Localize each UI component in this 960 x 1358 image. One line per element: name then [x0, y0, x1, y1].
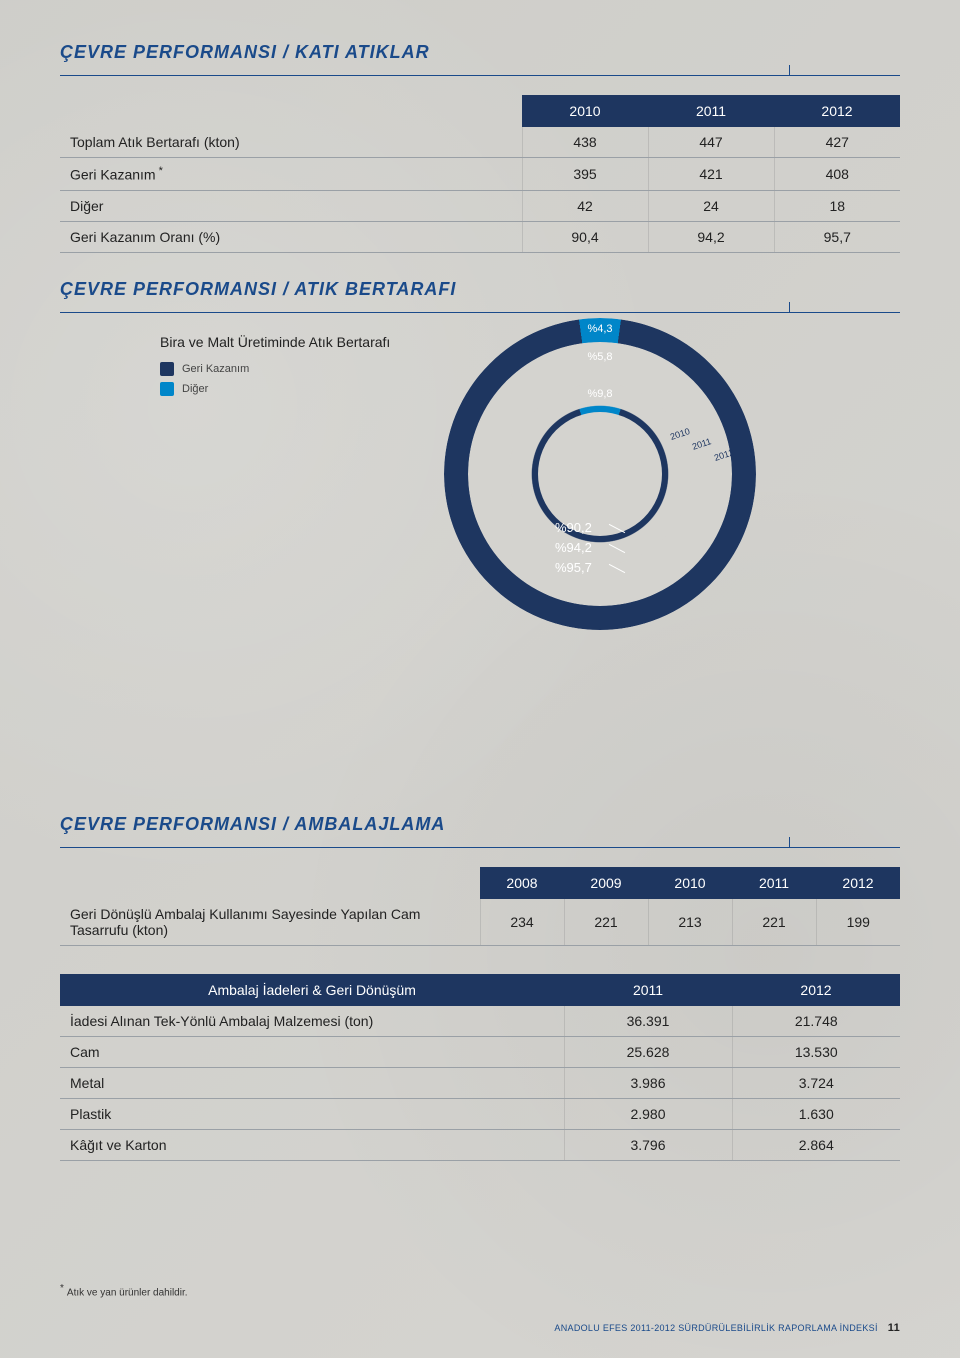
- th-label: Ambalaj İadeleri & Geri Dönüşüm: [60, 974, 564, 1006]
- cell: 395: [522, 158, 648, 191]
- cell: 90,4: [522, 221, 648, 252]
- cell: 3.724: [732, 1067, 900, 1098]
- footnote: *Atık ve yan ürünler dahildir.: [60, 1283, 188, 1298]
- section1-title: ÇEVRE PERFORMANSI / KATI ATIKLAR: [60, 42, 900, 63]
- row-label: Geri Kazanım Oranı (%): [60, 221, 522, 252]
- table-row: Plastik2.9801.630: [60, 1098, 900, 1129]
- cell: 408: [774, 158, 900, 191]
- chart-legend-title: Bira ve Malt Üretiminde Atık Bertarafı: [160, 334, 420, 350]
- cell: 447: [648, 127, 774, 158]
- table-row: Geri Kazanım *395421408: [60, 158, 900, 191]
- row-label: Geri Kazanım *: [60, 158, 522, 191]
- slice-label-top: %4,3: [587, 323, 612, 335]
- th-year: 2008: [480, 867, 564, 899]
- table-ambalaj-b: Ambalaj İadeleri & Geri Dönüşüm 2011 201…: [60, 974, 900, 1161]
- cell: 3.986: [564, 1067, 732, 1098]
- cell: 213: [648, 899, 732, 946]
- row-label: İadesi Alınan Tek-Yönlü Ambalaj Malzemes…: [60, 1006, 564, 1037]
- cell: 2.980: [564, 1098, 732, 1129]
- row-label: Plastik: [60, 1098, 564, 1129]
- cell: 24: [648, 190, 774, 221]
- slice-label-bottom: %95,7: [555, 558, 592, 578]
- th-year: 2012: [774, 95, 900, 127]
- row-label: Geri Dönüşlü Ambalaj Kullanımı Sayesinde…: [60, 899, 480, 946]
- th-year: 2011: [648, 95, 774, 127]
- section3-rule: [60, 847, 900, 849]
- cell: 427: [774, 127, 900, 158]
- cell: 94,2: [648, 221, 774, 252]
- th-year: 2011: [732, 867, 816, 899]
- bottom-label-group: %90,2%94,2%95,7: [555, 518, 592, 578]
- th-year: 2010: [648, 867, 732, 899]
- row-label: Kâğıt ve Karton: [60, 1129, 564, 1160]
- slice-label-bottom: %90,2: [555, 518, 592, 538]
- section2-rule: [60, 312, 900, 314]
- cell: 13.530: [732, 1036, 900, 1067]
- slice-label-top: %5,8: [587, 351, 612, 363]
- th-year: 2009: [564, 867, 648, 899]
- cell: 234: [480, 899, 564, 946]
- table-row: Diğer422418: [60, 190, 900, 221]
- th-year: 2011: [564, 974, 732, 1006]
- section2-title: ÇEVRE PERFORMANSI / ATIK BERTARAFI: [60, 279, 900, 300]
- row-label: Metal: [60, 1067, 564, 1098]
- row-label: Toplam Atık Bertarafı (kton): [60, 127, 522, 158]
- legend-item: Diğer: [160, 382, 420, 396]
- slice-label-top: %9,8: [587, 388, 612, 400]
- cell: 18: [774, 190, 900, 221]
- section3-title: ÇEVRE PERFORMANSI / AMBALAJLAMA: [60, 814, 900, 835]
- th-year: 2012: [816, 867, 900, 899]
- cell: 221: [732, 899, 816, 946]
- legend-label: Geri Kazanım: [182, 363, 249, 375]
- cell: 438: [522, 127, 648, 158]
- table-ambalaj-a: 2008 2009 2010 2011 2012 Geri Dönüşlü Am…: [60, 867, 900, 946]
- th-year: 2010: [522, 95, 648, 127]
- table-row: İadesi Alınan Tek-Yönlü Ambalaj Malzemes…: [60, 1006, 900, 1037]
- cell: 36.391: [564, 1006, 732, 1037]
- cell: 95,7: [774, 221, 900, 252]
- nested-donut-chart: %4,3%5,8%9,8%90,2%94,2%95,7201020112012: [460, 334, 740, 614]
- row-label: Diğer: [60, 190, 522, 221]
- th-year: 2012: [732, 974, 900, 1006]
- table-row: Kâğıt ve Karton3.7962.864: [60, 1129, 900, 1160]
- cell: 199: [816, 899, 900, 946]
- table-row: Geri Dönüşlü Ambalaj Kullanımı Sayesinde…: [60, 899, 900, 946]
- cell: 1.630: [732, 1098, 900, 1129]
- cell: 421: [648, 158, 774, 191]
- section1-rule: [60, 75, 900, 77]
- legend-item: Geri Kazanım: [160, 362, 420, 376]
- legend-label: Diğer: [182, 383, 208, 395]
- cell: 3.796: [564, 1129, 732, 1160]
- table-row: Metal3.9863.724: [60, 1067, 900, 1098]
- legend-swatch: [160, 382, 174, 396]
- table-row: Cam25.62813.530: [60, 1036, 900, 1067]
- table-row: Geri Kazanım Oranı (%)90,494,295,7: [60, 221, 900, 252]
- row-label: Cam: [60, 1036, 564, 1067]
- cell: 42: [522, 190, 648, 221]
- cell: 221: [564, 899, 648, 946]
- cell: 25.628: [564, 1036, 732, 1067]
- table-row: Toplam Atık Bertarafı (kton)438447427: [60, 127, 900, 158]
- legend-swatch: [160, 362, 174, 376]
- cell: 21.748: [732, 1006, 900, 1037]
- page-footer: ANADOLU EFES 2011-2012 SÜRDÜRÜLEBİLİRLİK…: [554, 1322, 900, 1334]
- cell: 2.864: [732, 1129, 900, 1160]
- slice-label-bottom: %94,2: [555, 538, 592, 558]
- table-kati-atiklar: 2010 2011 2012 Toplam Atık Bertarafı (kt…: [60, 95, 900, 253]
